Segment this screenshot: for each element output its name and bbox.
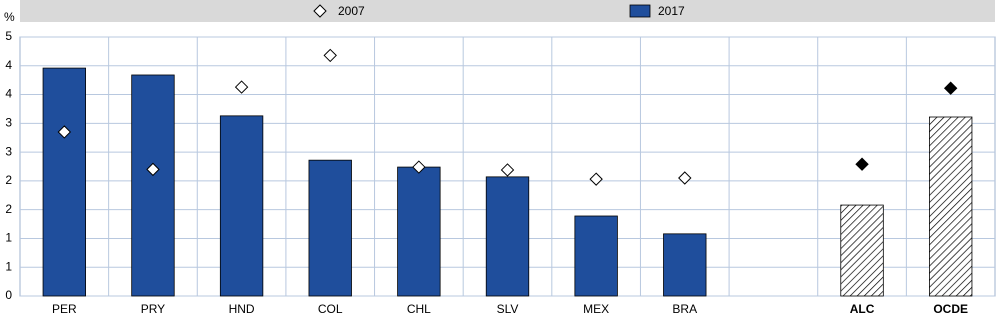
x-tick-label: OCDE <box>933 302 968 316</box>
y-tick-label: 3 <box>5 116 12 130</box>
x-tick-label: MEX <box>583 302 609 316</box>
marker <box>943 81 958 95</box>
marker <box>323 48 337 63</box>
bar <box>308 159 352 297</box>
legend-label: 2007 <box>338 4 365 18</box>
y-tick-label: 4 <box>5 58 12 72</box>
bar <box>840 204 884 297</box>
marker <box>678 171 692 185</box>
legend-swatch <box>629 4 651 18</box>
y-tick-label: 0 <box>5 288 12 302</box>
legend-label: 2017 <box>658 4 685 18</box>
y-tick-label: 3 <box>5 144 12 158</box>
bar <box>131 74 175 297</box>
bar <box>574 215 618 297</box>
marker <box>855 157 869 171</box>
x-tick-label: CHL <box>407 302 431 316</box>
marker <box>234 80 249 94</box>
legend-background <box>20 0 995 22</box>
x-tick-label: PRY <box>141 302 165 316</box>
marker <box>57 125 72 139</box>
y-tick-label: 5 <box>5 29 12 43</box>
legend-marker <box>313 4 327 18</box>
x-tick-label: HND <box>229 302 255 316</box>
bar <box>485 176 530 297</box>
x-tick-label: PER <box>52 302 77 316</box>
y-tick-label: 2 <box>5 173 12 187</box>
bar <box>42 67 86 297</box>
y-tick-label: 1 <box>5 231 12 245</box>
marker <box>500 163 515 177</box>
y-tick-label: 1 <box>5 259 12 273</box>
bar <box>929 116 973 297</box>
marker <box>146 162 160 177</box>
y-tick-label: 2 <box>5 202 12 216</box>
marker <box>589 172 603 186</box>
marker <box>412 160 426 174</box>
y-axis-label: % <box>4 10 15 24</box>
x-tick-label: SLV <box>497 302 519 316</box>
x-tick-label: ALC <box>850 302 875 316</box>
x-tick-label: COL <box>318 302 343 316</box>
bar <box>397 166 441 297</box>
bar <box>219 115 264 297</box>
y-tick-label: 4 <box>5 87 12 101</box>
bar <box>663 233 707 297</box>
x-tick-label: BRA <box>672 302 697 316</box>
